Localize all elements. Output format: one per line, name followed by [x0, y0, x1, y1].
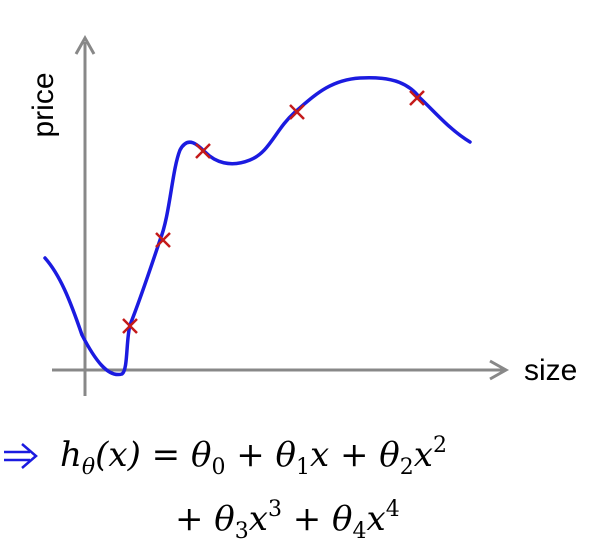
- data-points: [122, 90, 425, 334]
- formula-token: 2: [433, 433, 447, 458]
- point: [122, 318, 138, 334]
- formula-token: 0: [211, 455, 225, 480]
- x-arrow: [489, 359, 510, 381]
- formula-token: 3: [268, 497, 282, 522]
- formula-token: h: [60, 435, 82, 475]
- formula-token: + θ: [225, 435, 296, 475]
- arrow-marker: [4, 443, 38, 469]
- formula-token: 2: [400, 455, 414, 480]
- point: [289, 104, 305, 120]
- formula-token: x: [414, 435, 433, 475]
- y-arrow: [74, 34, 96, 55]
- x-axis-label: size: [524, 354, 577, 387]
- formula-token: 4: [353, 519, 367, 544]
- fit-curve: [43, 75, 472, 377]
- formula-token: + θ: [282, 499, 353, 539]
- formula-token: (x) = θ: [95, 435, 211, 475]
- formula-token: 4: [386, 497, 400, 522]
- formula-line: hθ(x) = θ0 + θ1x + θ2x2: [60, 433, 447, 480]
- axes: [52, 34, 510, 396]
- formula-line: + θ3x3 + θ4x4: [175, 497, 400, 544]
- formula-token: 3: [235, 519, 249, 544]
- y-axis-label: price: [27, 72, 60, 137]
- formula-token: 1: [296, 455, 310, 480]
- formula-token: x: [367, 499, 386, 539]
- point: [155, 232, 171, 248]
- formula-token: + θ: [175, 499, 235, 539]
- formula-token: x + θ: [310, 435, 400, 475]
- formula-token: x: [249, 499, 268, 539]
- formula-token: θ: [82, 455, 95, 480]
- point: [409, 90, 425, 106]
- point: [195, 143, 211, 159]
